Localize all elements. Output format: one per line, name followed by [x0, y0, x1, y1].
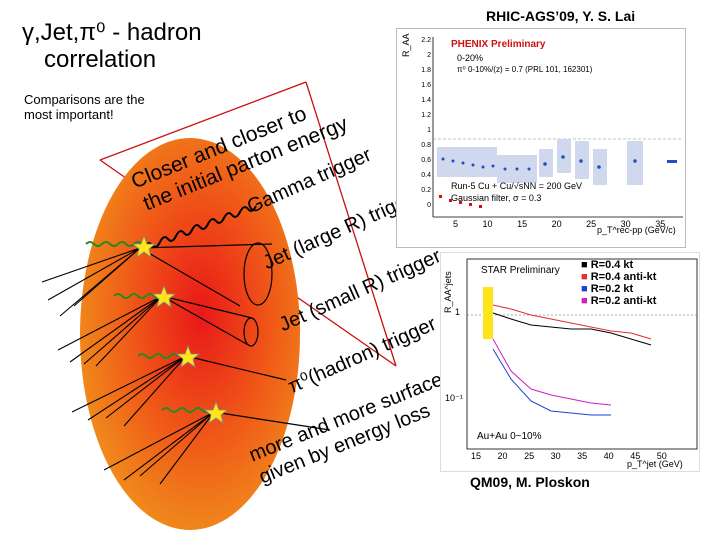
legend-label: R=0.4 anti-kt	[590, 271, 657, 283]
jet-cone-small	[161, 295, 253, 347]
star-xtick: 30	[550, 451, 561, 461]
phenix-ytick: 0.6	[421, 157, 431, 164]
star-legend-item-1: ■ R=0.4 kt	[581, 259, 634, 271]
legend-label: R=0.2 anti-kt	[590, 295, 657, 307]
phenix-xtick: 25	[586, 219, 597, 229]
trigger-wedge-right	[305, 81, 397, 367]
phenix-xtick: 5	[453, 219, 459, 229]
phenix-ytick: 1	[427, 127, 431, 134]
pi0-track	[185, 355, 287, 381]
phenix-ytick: 1.4	[421, 97, 431, 104]
phenix-legend-title: PHENIX Preliminary	[451, 39, 546, 50]
slide-title-line2: correlation	[44, 46, 157, 73]
citation-bottom: QM09, M. Ploskon	[470, 474, 590, 490]
star-plot-svg	[466, 258, 698, 450]
star-xtick: 40	[603, 451, 614, 461]
bias-track	[213, 411, 331, 431]
phenix-ytick: 1.2	[421, 112, 431, 119]
phenix-ytick: 2	[427, 52, 431, 59]
phenix-xtick: 35	[655, 219, 666, 229]
star-xlabel: p_T^jet (GeV)	[627, 459, 683, 469]
phenix-right-marker	[667, 160, 677, 163]
star-legend-item-2: ■ R=0.4 anti-kt	[581, 271, 657, 283]
star-header: STAR Preliminary	[481, 265, 560, 276]
phenix-xtick: 20	[551, 219, 562, 229]
phenix-xtick: 10	[482, 219, 493, 229]
jet-cone-large	[139, 243, 273, 307]
jet-cone-small-end	[243, 317, 259, 347]
star-xtick: 15	[471, 451, 482, 461]
star-xtick: 45	[630, 451, 641, 461]
phenix-ytick: 1.8	[421, 67, 431, 74]
phenix-ytick: 0.8	[421, 142, 431, 149]
gamma-wave	[143, 205, 257, 249]
phenix-ytick: 0.2	[421, 187, 431, 194]
vertex-star-4	[203, 400, 229, 424]
vertex-star-1	[131, 234, 157, 258]
phenix-xtick: 30	[620, 219, 631, 229]
star-xtick: 25	[524, 451, 535, 461]
star-xtick: 20	[497, 451, 508, 461]
citation-top: RHIC-AGS’09, Y. S. Lai	[486, 8, 636, 24]
star-legend-item-3: ■ R=0.2 kt	[581, 283, 634, 295]
phenix-xtick: 15	[517, 219, 528, 229]
phenix-yticks: 2.2 2 1.8 1.6 1.4 1.2 1 0.8 0.6 0.4 0.2 …	[415, 33, 431, 213]
pi0-points	[439, 195, 482, 208]
star-ytick-2: 10⁻¹	[445, 393, 463, 403]
phenix-xticks: 5 10 15 20 25 30 35	[453, 219, 665, 229]
trigger-wedge-upper	[99, 81, 307, 161]
jet-cone-large-end	[243, 242, 273, 306]
star-xticks: 15 20 25 30 35 40 45 50	[471, 451, 667, 461]
legend-label: R=0.2 kt	[590, 283, 634, 295]
back-jet-sprays	[41, 247, 215, 485]
vertex-star-3	[175, 344, 201, 368]
phenix-ytick: 0.4	[421, 172, 431, 179]
phenix-info-2: Gaussian filter, σ = 0.3	[451, 193, 542, 203]
medium-blob	[80, 138, 300, 530]
comparisons-note: Comparisons are the most important!	[24, 92, 145, 122]
star-ytick-1: 1	[455, 307, 461, 317]
phenix-info-1: Run-5 Cu + Cu/√sNN = 200 GeV	[451, 181, 583, 191]
phenix-points	[441, 155, 637, 171]
star-ylabel: R_AA^jets	[443, 271, 453, 313]
phenix-ytick: 1.6	[421, 82, 431, 89]
star-xtick: 35	[577, 451, 588, 461]
star-plot: STAR Preliminary R_AA^jets ■ R=0.4 kt ■ …	[440, 252, 700, 472]
star-series-r04antikt	[492, 304, 652, 340]
star-legend-item-4: ■ R=0.2 anti-kt	[581, 295, 657, 307]
phenix-plot: R_AA PHENIX Preliminary 0-20% π⁰ 0-10%/(…	[396, 28, 686, 248]
star-system-label: Au+Au 0~10%	[477, 431, 542, 442]
phenix-ytick: 2.2	[421, 37, 431, 44]
star-legend: ■ R=0.4 kt ■ R=0.4 anti-kt ■ R=0.2 kt ■ …	[581, 259, 656, 307]
phenix-ylabel: R_AA	[401, 33, 411, 57]
phenix-error-band	[437, 139, 643, 185]
phenix-legend-item-1: 0-20%	[457, 53, 484, 63]
star-series-r02antikt	[492, 338, 612, 406]
vertex-star-2	[151, 284, 177, 308]
star-xtick: 50	[656, 451, 667, 461]
phenix-xlabel: p_T^rec-pp (GeV/c)	[597, 225, 676, 235]
phenix-ytick: 0	[427, 202, 431, 209]
slide-title-line1: γ,Jet,π⁰ - hadron	[22, 19, 202, 46]
phenix-plot-svg	[432, 37, 683, 230]
phenix-legend-item-2: π⁰ 0-10%/(z) = 0.7 (PRL 101, 162301)	[457, 65, 593, 74]
legend-label: R=0.4 kt	[590, 259, 634, 271]
star-series-r04kt	[492, 312, 652, 346]
star-yellow-band	[483, 287, 493, 339]
star-series-r02kt	[492, 348, 611, 416]
